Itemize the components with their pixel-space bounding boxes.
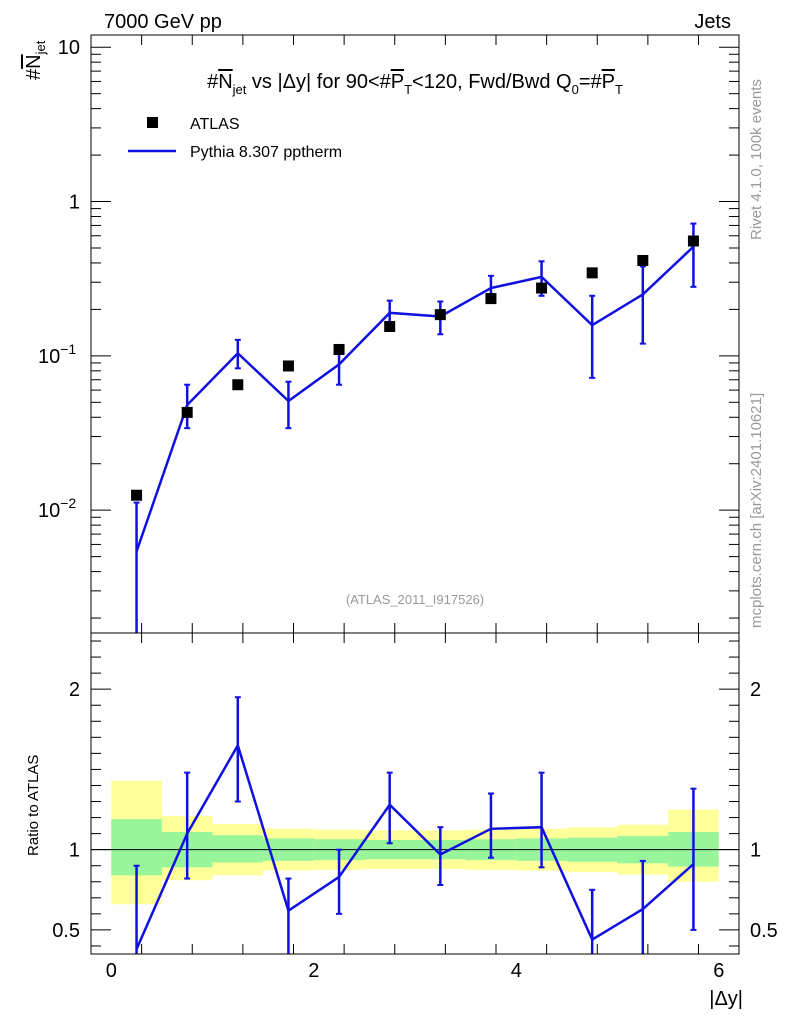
main-axis-ticks (90, 35, 739, 633)
ratio-y-tick-label-right: 2 (750, 679, 761, 701)
mcplots-label: mcplots.cern.ch [arXiv:2401.10621] (748, 393, 765, 628)
main-series-layer (131, 222, 699, 633)
title-p2-sub: T (615, 82, 623, 97)
ratio-y-tick-label-right: 0.5 (750, 920, 778, 942)
main-y-label-n: N (23, 54, 45, 68)
ratio-y-tick-label: 2 (69, 679, 80, 701)
ratio-axis-ticks (90, 633, 739, 954)
atlas-point (181, 406, 193, 418)
analysis-id: (ATLAS_2011_I917526) (346, 592, 484, 607)
energy-label: 7000 GeV pp (104, 11, 222, 33)
ratio-y-tick-label: 1 (69, 840, 80, 862)
title-n-sub: jet (232, 82, 247, 97)
ratio-panel: 2 2 1 1 0.5 0.5 0 2 4 6 Ratio to ATLAS |Δy| (25, 632, 778, 1010)
ratio-x-tick-label: 6 (713, 960, 724, 982)
atlas-point (687, 235, 699, 247)
ratio-x-tick-label: 0 (106, 960, 117, 982)
atlas-point (536, 282, 548, 294)
ratio-x-label: |Δy| (709, 988, 743, 1010)
title-eq: =# (579, 71, 603, 93)
atlas-point (637, 254, 649, 266)
main-y-tick-label: 10−1 (38, 341, 76, 368)
ratio-band-inner (212, 835, 264, 863)
ratio-x-tick-labels: 0 2 4 6 (106, 960, 725, 982)
main-y-label-pre: # (23, 68, 45, 80)
category-label: Jets (694, 11, 731, 33)
rivet-label: Rivet 4.1.0, 100k events (748, 79, 765, 240)
mc-line (135, 245, 695, 552)
main-y-label-sub: jet (33, 40, 48, 55)
main-y-tick-exp: −1 (60, 341, 76, 357)
main-y-tick-exp: −2 (60, 495, 76, 511)
title-mid: vs |Δy| for 90<# (246, 71, 391, 93)
atlas-point (485, 293, 497, 305)
atlas-point (586, 267, 598, 279)
ratio-x-tick-label: 4 (511, 960, 522, 982)
title-pre: # (207, 71, 219, 93)
atlas-point (232, 379, 244, 391)
ratio-mc-line (135, 742, 695, 950)
atlas-point (384, 320, 396, 332)
legend-mc-label: Pythia 8.307 pptherm (190, 144, 342, 161)
atlas-point (333, 343, 345, 355)
atlas-point (131, 489, 143, 501)
title-p: P (391, 71, 404, 93)
title-q-sub: 0 (572, 82, 579, 97)
main-y-tick-base: 10 (38, 346, 60, 368)
main-y-label: #Njet (23, 40, 48, 80)
title-p2: P (602, 71, 615, 93)
ratio-y-tick-label-right: 1 (750, 840, 761, 862)
main-y-tick-label: 10−2 (38, 495, 76, 522)
title-post: <120, Fwd/Bwd Q (412, 71, 572, 93)
main-y-tick-label: 1 (69, 192, 80, 214)
title-n: N (218, 71, 232, 93)
ratio-y-tick-labels: 2 2 1 1 0.5 0.5 (52, 679, 778, 942)
ratio-y-tick-label: 0.5 (52, 920, 80, 942)
chart-title: #Njet vs |Δy| for 90<#PT<120, Fwd/Bwd Q0… (207, 71, 623, 97)
ratio-frame (90, 632, 740, 955)
legend-atlas-label: ATLAS (190, 116, 240, 133)
main-y-tick-base: 10 (38, 500, 60, 522)
ratio-series-layer (133, 696, 697, 954)
legend: ATLAS Pythia 8.307 pptherm (128, 116, 342, 161)
legend-atlas-marker (147, 117, 158, 128)
atlas-point (434, 309, 446, 321)
atlas-point (282, 360, 294, 372)
title-p-sub: T (404, 82, 412, 97)
ratio-x-tick-label: 2 (308, 960, 319, 982)
ratio-y-label: Ratio to ATLAS (25, 755, 42, 856)
main-y-tick-label: 10 (58, 37, 80, 59)
